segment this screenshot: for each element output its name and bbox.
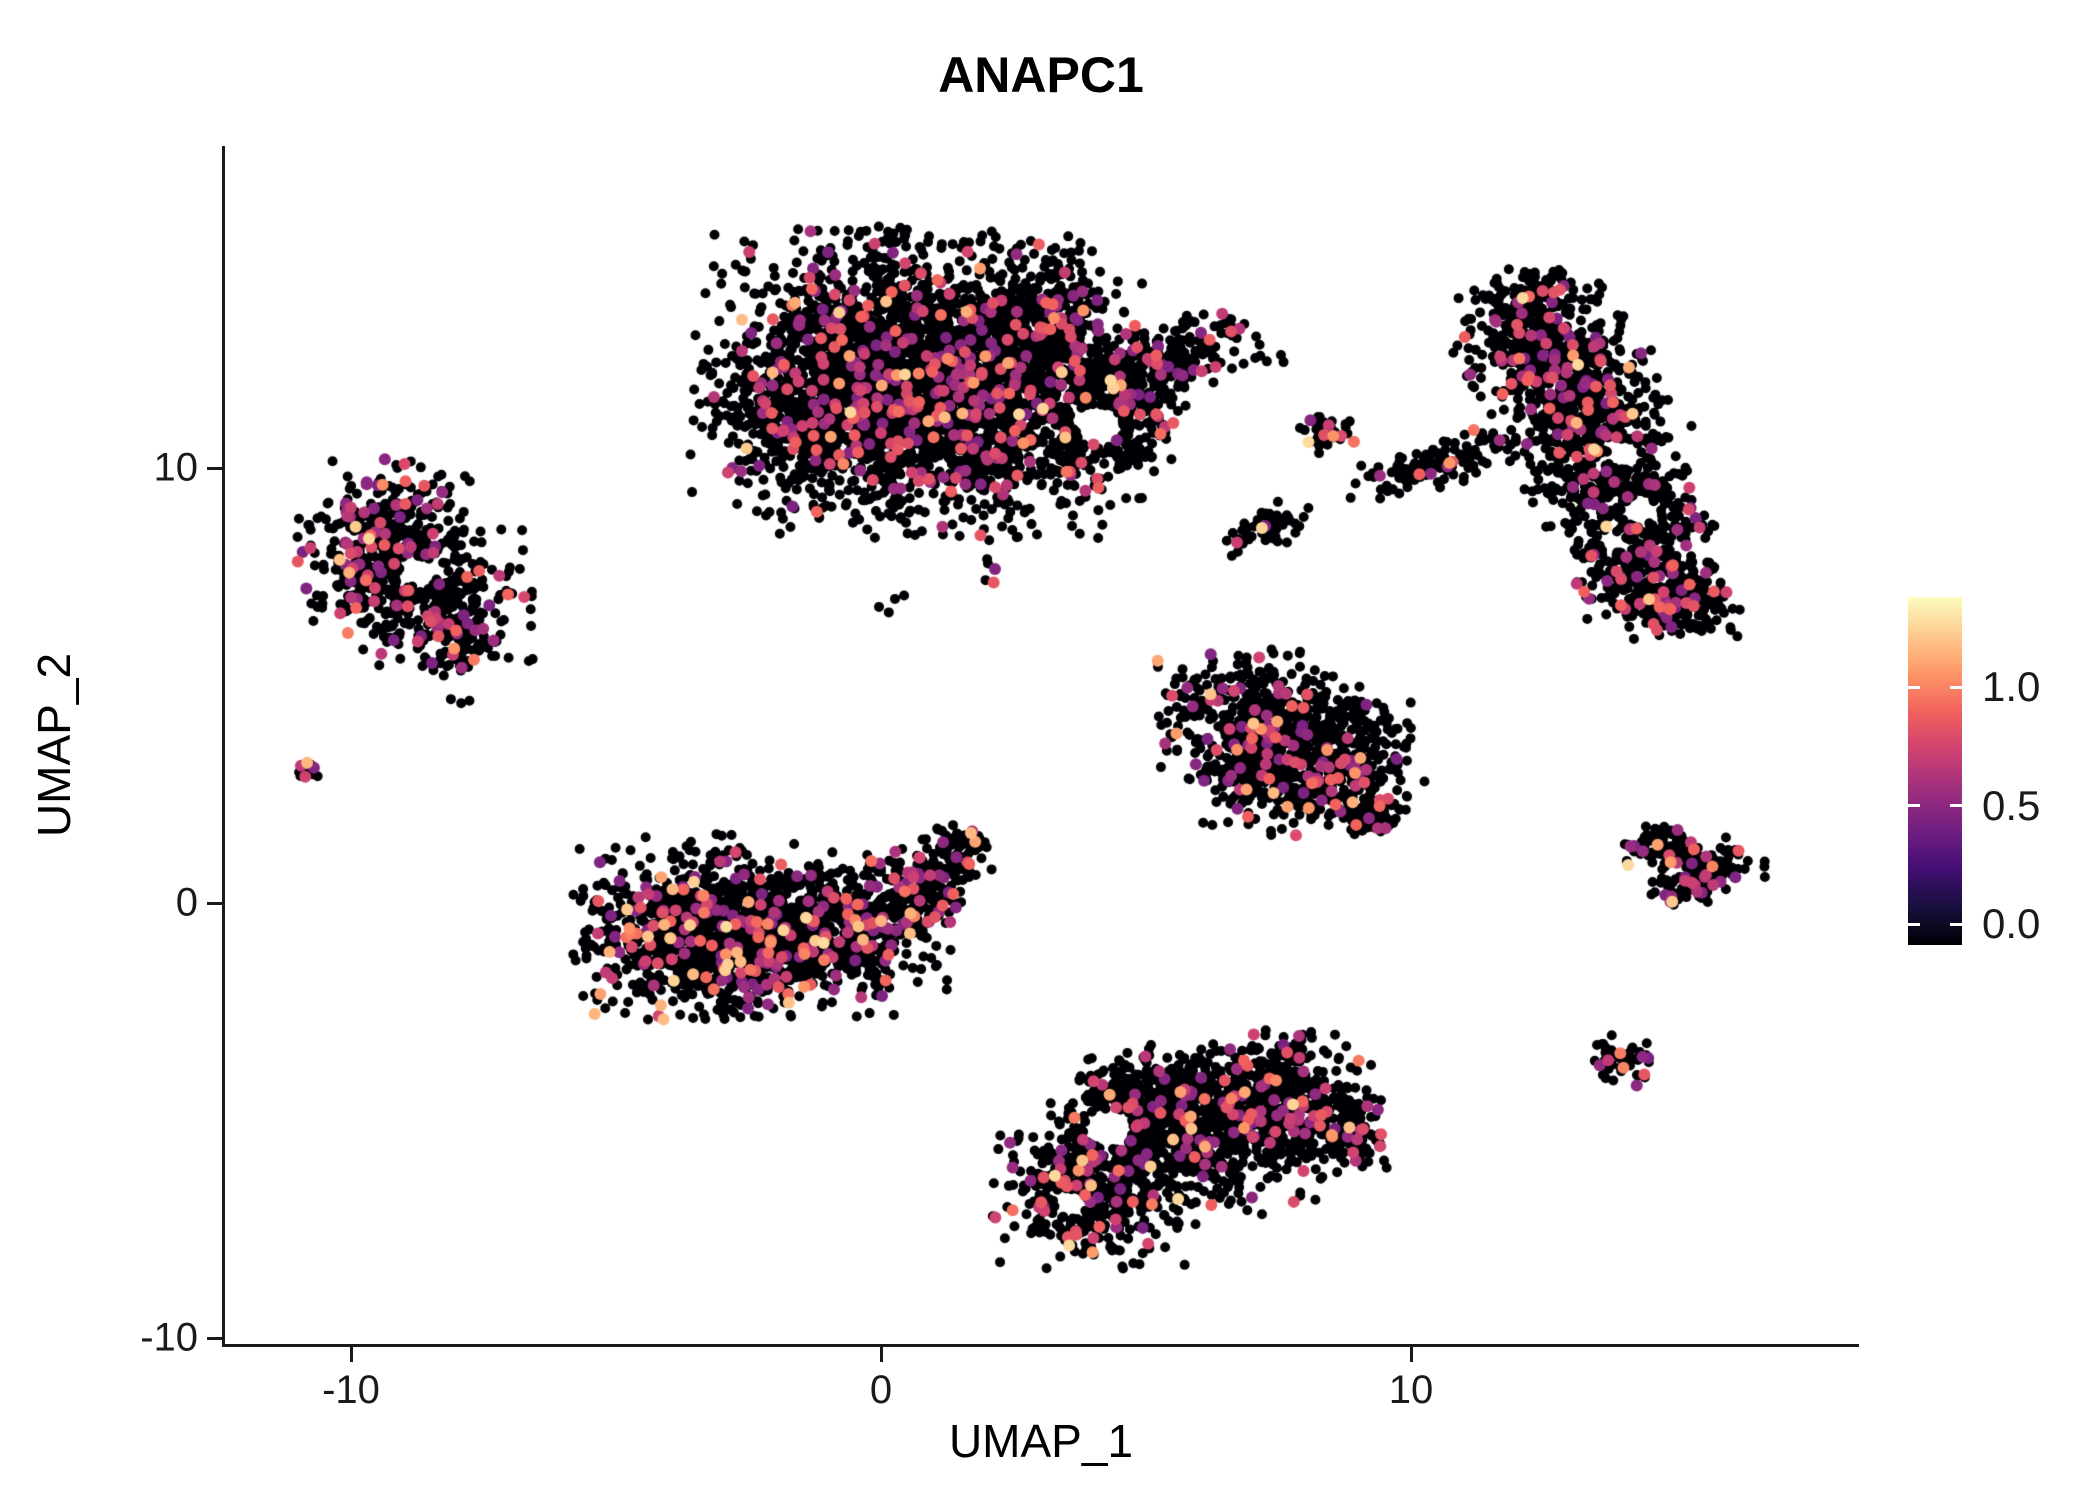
plot-title: ANAPC1 <box>938 47 1144 103</box>
x-axis-tick-label: 10 <box>1388 1368 1434 1412</box>
colorbar-tick <box>1908 804 1920 807</box>
x-axis-line <box>222 1344 1859 1347</box>
y-axis-tick <box>207 466 222 470</box>
y-axis-tick-label: 10 <box>153 445 199 490</box>
y-axis-title: UMAP_2 <box>28 652 80 838</box>
colorbar-tick <box>1908 922 1920 926</box>
x-axis-tick <box>349 1347 353 1362</box>
x-axis-tick-label: 0 <box>869 1368 893 1412</box>
x-axis-title: UMAP_1 <box>948 1415 1134 1467</box>
colorbar-tick-label: 0.0 <box>1982 900 2041 947</box>
colorbar-tick <box>1950 804 1962 807</box>
x-axis-tick-label: -10 <box>322 1368 380 1412</box>
colorbar-tick <box>1950 922 1962 926</box>
y-axis-tick-label: -10 <box>140 1315 198 1360</box>
y-axis-line <box>222 146 225 1347</box>
y-axis-tick <box>207 1336 222 1340</box>
expression-colorbar <box>1908 597 1962 945</box>
x-axis-tick <box>1409 1347 1413 1362</box>
y-axis-tick <box>207 901 222 905</box>
y-axis-tick-label: 0 <box>175 880 198 925</box>
colorbar-tick-label: 1.0 <box>1982 663 2041 710</box>
x-axis-tick <box>879 1347 883 1362</box>
colorbar-tick <box>1908 685 1920 689</box>
colorbar-tick <box>1950 685 1962 689</box>
colorbar-tick-label: 0.5 <box>1982 781 2041 829</box>
